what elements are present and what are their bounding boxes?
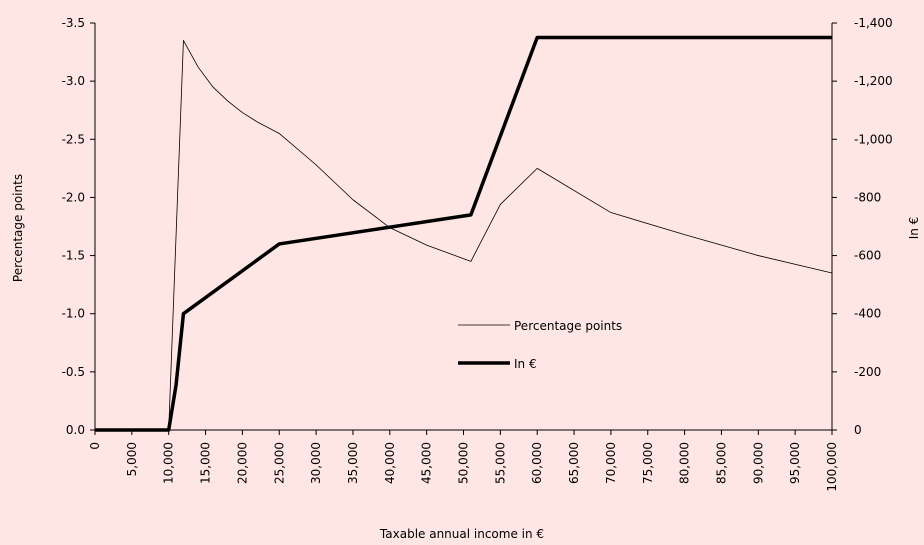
legend-label: Percentage points — [514, 319, 622, 333]
x-tick-label: 75,000 — [641, 442, 655, 484]
x-tick-label: 100,000 — [825, 442, 839, 492]
y2-tick-label: -800 — [854, 190, 881, 204]
x-tick-label: 0 — [88, 442, 102, 450]
x-tick-label: 80,000 — [678, 442, 692, 484]
x-tick-label: 55,000 — [493, 442, 507, 484]
x-tick-label: 25,000 — [272, 442, 286, 484]
y-tick-label: -1.5 — [62, 249, 85, 263]
x-tick-label: 60,000 — [530, 442, 544, 484]
x-tick-label: 20,000 — [235, 442, 249, 484]
x-tick-label: 40,000 — [383, 442, 397, 484]
y2-tick-label: -1,200 — [854, 74, 893, 88]
y2-tick-label: -200 — [854, 365, 881, 379]
y-tick-label: 0.0 — [66, 423, 85, 437]
y-tick-label: -0.5 — [62, 365, 85, 379]
y-axis-title: Percentage points — [11, 174, 25, 282]
y2-tick-label: -600 — [854, 249, 881, 263]
x-tick-label: 10,000 — [162, 442, 176, 484]
x-tick-label: 45,000 — [420, 442, 434, 484]
x-axis-title: Taxable annual income in € — [379, 527, 544, 541]
x-tick-label: 95,000 — [788, 442, 802, 484]
x-tick-label: 15,000 — [199, 442, 213, 484]
x-tick-label: 85,000 — [714, 442, 728, 484]
y-tick-label: -3.5 — [62, 16, 85, 30]
y2-tick-label: 0 — [854, 423, 862, 437]
series-line — [95, 35, 832, 432]
y-tick-label: -1.0 — [62, 307, 85, 321]
series-line — [95, 40, 833, 431]
x-tick-label: 90,000 — [751, 442, 765, 484]
y-tick-label: -3.0 — [62, 74, 85, 88]
y2-tick-label: -1,400 — [854, 16, 893, 30]
y-tick-label: -2.5 — [62, 132, 85, 146]
y2-tick-label: -1,000 — [854, 132, 893, 146]
x-tick-label: 5,000 — [125, 442, 139, 476]
x-tick-label: 70,000 — [604, 442, 618, 484]
y2-tick-label: -400 — [854, 307, 881, 321]
x-tick-label: 50,000 — [457, 442, 471, 484]
x-tick-label: 30,000 — [309, 442, 323, 484]
y2-axis-title: In € — [907, 217, 921, 240]
x-tick-label: 65,000 — [567, 442, 581, 484]
y-tick-label: -2.0 — [62, 190, 85, 204]
x-tick-label: 35,000 — [346, 442, 360, 484]
legend-label: In € — [514, 357, 537, 371]
